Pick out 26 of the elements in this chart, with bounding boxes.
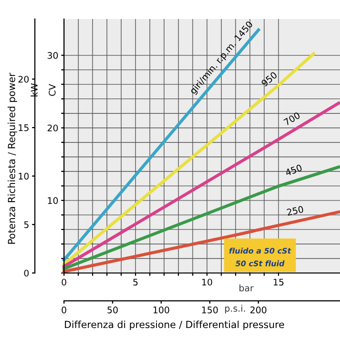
x-tick-label: 5: [133, 278, 138, 286]
text: 700: [283, 112, 301, 126]
text: CV: [48, 84, 56, 96]
text: 250: [286, 206, 304, 216]
x-tick-label: 10: [202, 278, 212, 286]
text: bar: [239, 284, 254, 292]
text: 950: [260, 71, 278, 87]
x2-tick-label: 100: [154, 306, 170, 314]
x2-tick-label: 50: [108, 306, 118, 314]
x2-tick-label: 0: [62, 306, 66, 314]
y-tick-label: 20: [48, 124, 58, 132]
y2-tick-label: 15: [18, 124, 28, 132]
x-axis-title: Differenza di pressione / Differential pressure: [64, 320, 284, 330]
x-tick-label: 0: [62, 278, 66, 286]
text: 450: [284, 164, 302, 176]
x2-tick-label: 200: [250, 306, 266, 314]
y2-tick-label: 5: [24, 221, 28, 228]
x2-tick-label: 150: [202, 306, 218, 314]
y-tick-label: 10: [48, 197, 58, 204]
y2-tick-label: 0: [24, 270, 29, 277]
y-tick-label: 30: [48, 52, 58, 59]
text: p.s.i.: [225, 304, 245, 314]
y2-tick-label: 10: [18, 172, 29, 180]
y2-tick-label: 20: [18, 76, 29, 83]
y2-axis-title: Potenza Richiesta / Required power: [8, 72, 18, 244]
x-tick-label: 15: [274, 278, 284, 286]
